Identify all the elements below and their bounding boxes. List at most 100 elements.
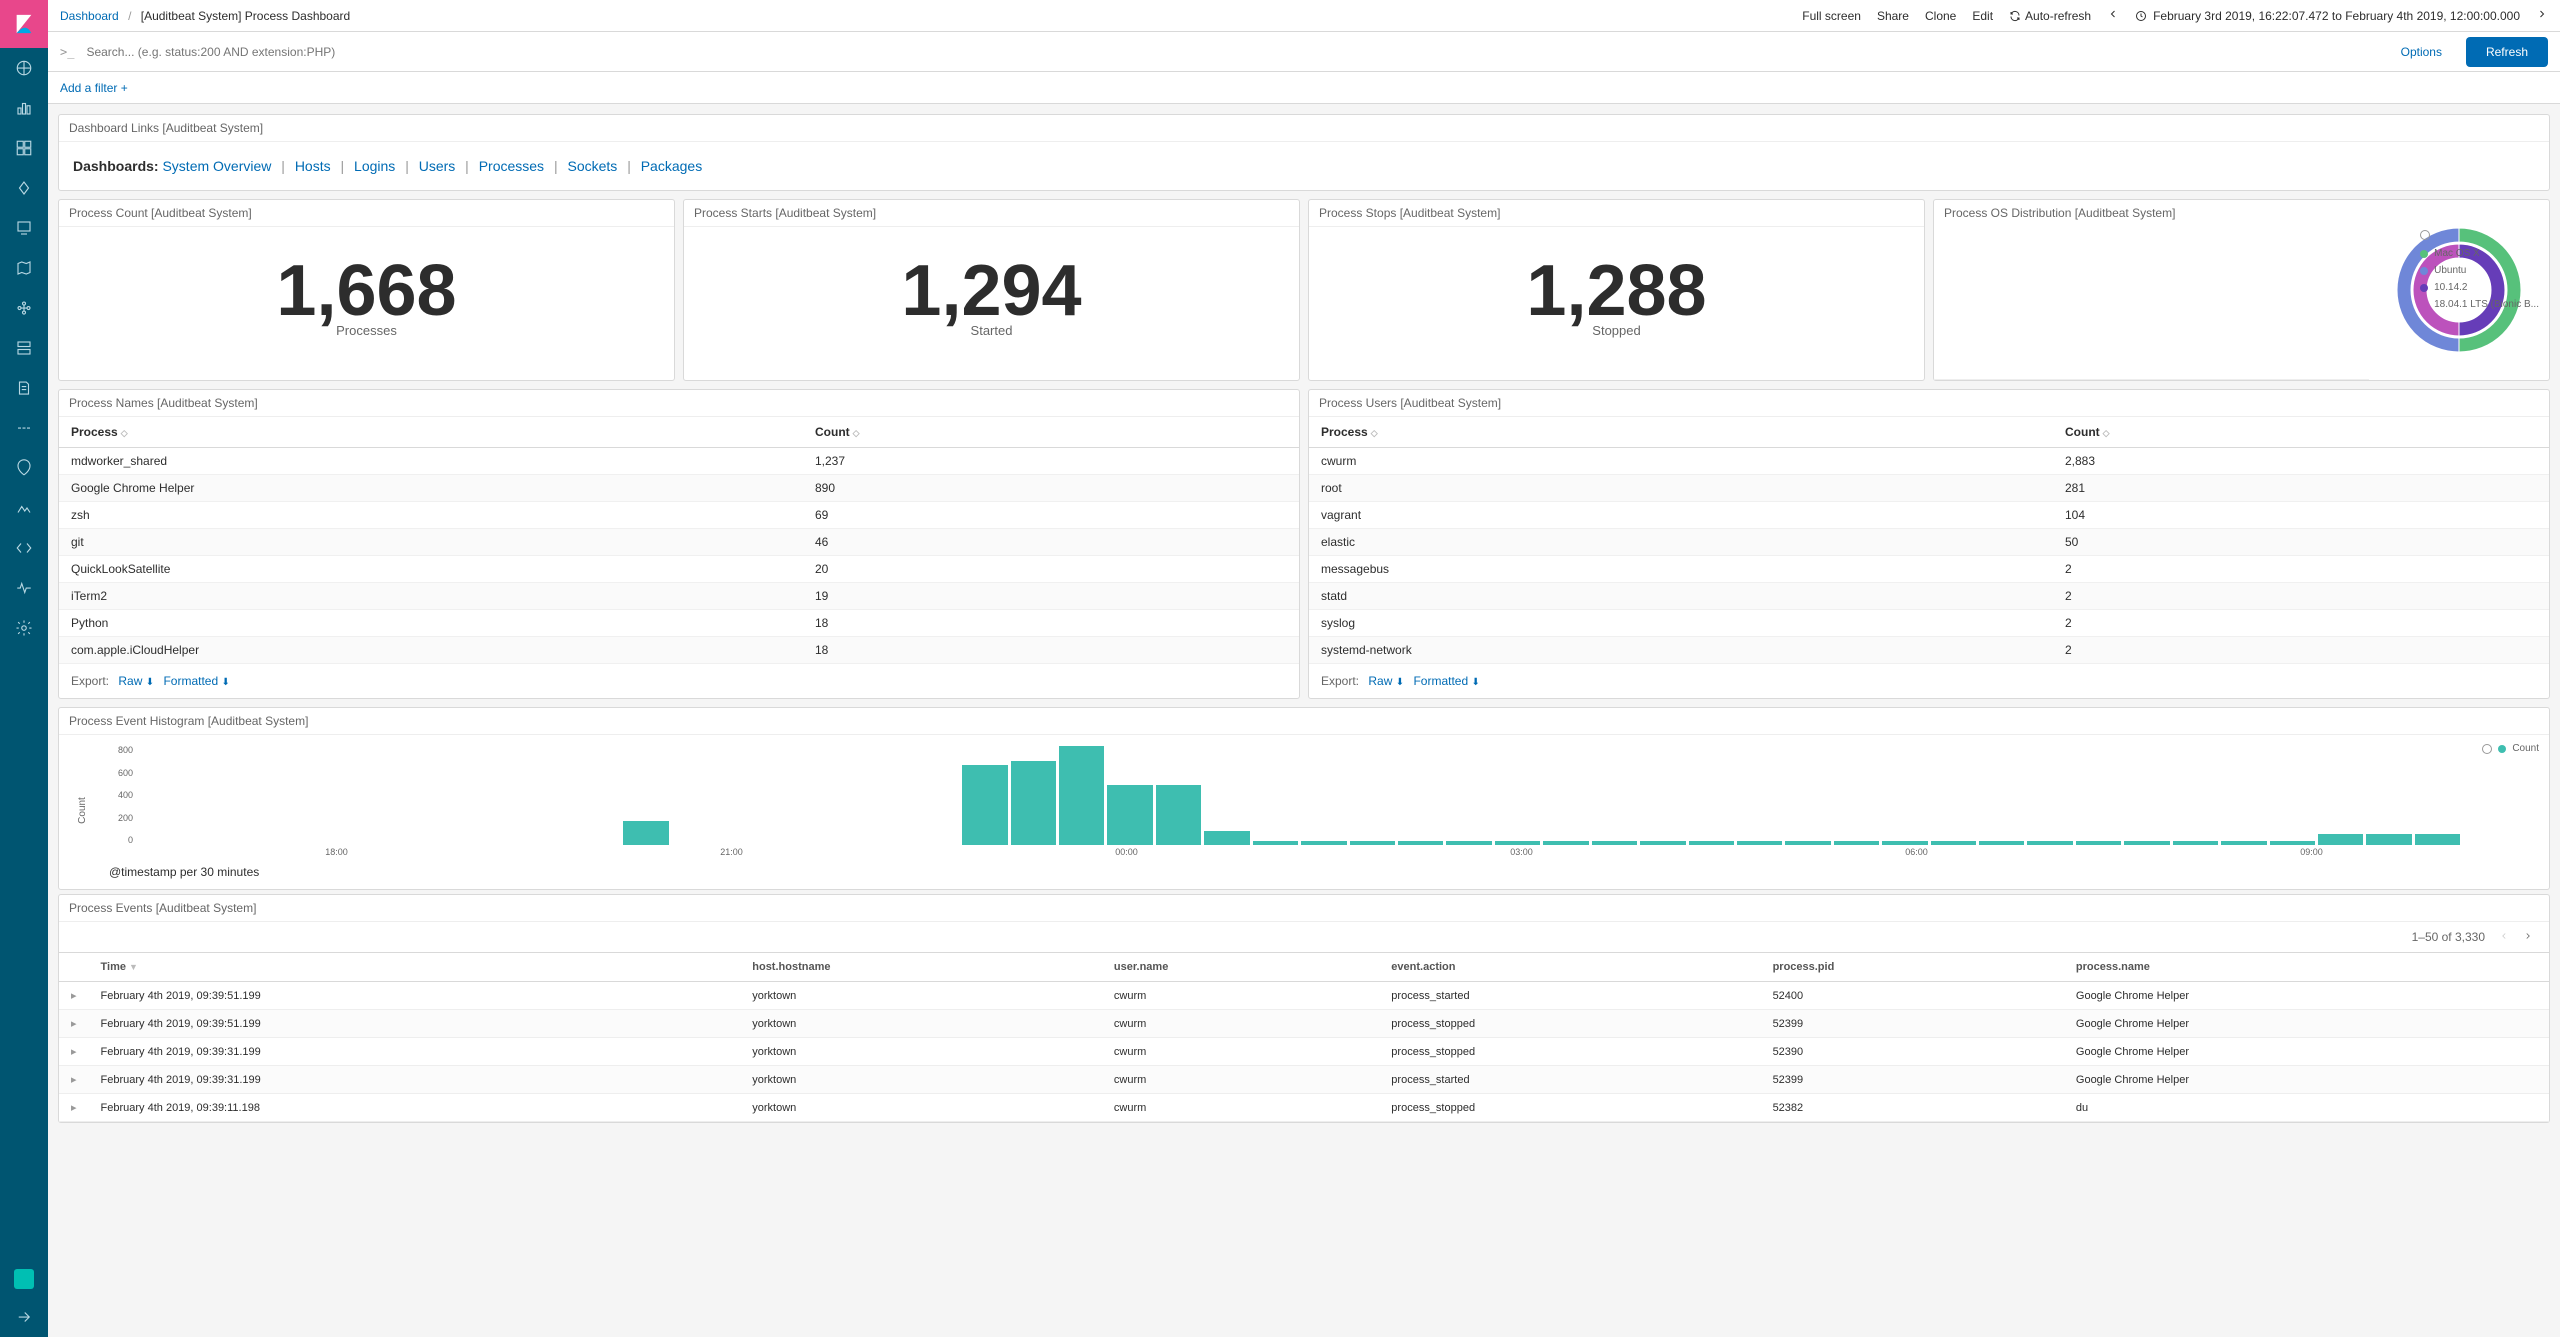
dashboard-link[interactable]: Processes (479, 158, 544, 174)
histogram-bar (1979, 841, 2024, 845)
table-row[interactable]: mdworker_shared1,237 (59, 448, 1299, 475)
options-link[interactable]: Options (2401, 45, 2442, 59)
pager-next-button[interactable] (2523, 930, 2533, 944)
table-row[interactable]: statd2 (1309, 583, 2549, 610)
share-button[interactable]: Share (1877, 9, 1909, 23)
nav-devtools-icon[interactable] (0, 528, 48, 568)
expand-row-icon[interactable]: ▸ (59, 1038, 89, 1066)
dashboards-label: Dashboards: (73, 158, 159, 174)
nav-ml-icon[interactable] (0, 288, 48, 328)
histogram-bar (1107, 785, 1152, 845)
table-row[interactable]: QuickLookSatellite20 (59, 556, 1299, 583)
nav-apm-icon[interactable] (0, 408, 48, 448)
table-row[interactable]: git46 (59, 529, 1299, 556)
column-header[interactable]: Process◇ (1309, 417, 2053, 448)
dashboard-link[interactable]: Hosts (295, 158, 331, 174)
panel-title: Dashboard Links [Auditbeat System] (59, 115, 2549, 142)
export-raw-link[interactable]: Raw ⬇ (118, 674, 154, 688)
column-header[interactable]: process.name (2064, 953, 2549, 982)
table-row[interactable]: ▸February 4th 2019, 09:39:11.198yorktown… (59, 1094, 2549, 1122)
expand-row-icon[interactable]: ▸ (59, 1094, 89, 1122)
dashboard-link[interactable]: Sockets (567, 158, 617, 174)
dashboard-link[interactable]: System Overview (162, 158, 271, 174)
column-header[interactable]: Process◇ (59, 417, 803, 448)
export-formatted-link[interactable]: Formatted ⬇ (1413, 674, 1479, 688)
fullscreen-button[interactable]: Full screen (1802, 9, 1861, 23)
table-row[interactable]: vagrant104 (1309, 502, 2549, 529)
dashboard-link[interactable]: Logins (354, 158, 395, 174)
legend-item[interactable]: 18.04.1 LTS (Bionic B... (2420, 299, 2539, 310)
table-row[interactable]: systemd-network2 (1309, 637, 2549, 664)
nav-collapse-icon[interactable] (0, 1297, 48, 1337)
histogram-bar (2076, 841, 2121, 845)
dashboard-link[interactable]: Packages (641, 158, 702, 174)
table-row[interactable]: ▸February 4th 2019, 09:39:31.199yorktown… (59, 1038, 2549, 1066)
legend-item[interactable]: Mac OS X (2420, 248, 2539, 259)
dashboard-link[interactable]: Users (419, 158, 456, 174)
refresh-button[interactable]: Refresh (2466, 37, 2548, 67)
histogram-bar (1785, 841, 1830, 845)
nav-maps-icon[interactable] (0, 248, 48, 288)
process-names-panel: Process Names [Auditbeat System] Process… (58, 389, 1300, 699)
column-header[interactable]: host.hostname (740, 953, 1102, 982)
nav-monitoring-icon[interactable] (0, 568, 48, 608)
expand-row-icon[interactable]: ▸ (59, 1066, 89, 1094)
table-row[interactable]: zsh69 (59, 502, 1299, 529)
clone-button[interactable]: Clone (1925, 9, 1956, 23)
time-prev-button[interactable] (2107, 8, 2119, 23)
table-row[interactable]: ▸February 4th 2019, 09:39:31.199yorktown… (59, 1066, 2549, 1094)
nav-visualize-icon[interactable] (0, 88, 48, 128)
time-range-picker[interactable]: February 3rd 2019, 16:22:07.472 to Febru… (2135, 9, 2520, 23)
metric-label: Stopped (1319, 323, 1914, 338)
column-header[interactable]: event.action (1379, 953, 1760, 982)
table-row[interactable]: Python18 (59, 610, 1299, 637)
nav-logs-icon[interactable] (0, 368, 48, 408)
column-header[interactable]: Count◇ (803, 417, 1299, 448)
edit-button[interactable]: Edit (1972, 9, 1993, 23)
nav-discover-icon[interactable] (0, 48, 48, 88)
table-row[interactable]: messagebus2 (1309, 556, 2549, 583)
column-header[interactable]: Time▼ (89, 953, 741, 982)
column-header[interactable]: process.pid (1761, 953, 2064, 982)
table-row[interactable]: syslog2 (1309, 610, 2549, 637)
nav-infra-icon[interactable] (0, 328, 48, 368)
panel-title: Process Starts [Auditbeat System] (684, 200, 1299, 227)
table-row[interactable]: com.apple.iCloudHelper18 (59, 637, 1299, 664)
time-next-button[interactable] (2536, 8, 2548, 23)
column-header[interactable]: Count◇ (2053, 417, 2549, 448)
table-row[interactable]: ▸February 4th 2019, 09:39:51.199yorktown… (59, 982, 2549, 1010)
table-row[interactable]: ▸February 4th 2019, 09:39:51.199yorktown… (59, 1010, 2549, 1038)
metric-label: Started (694, 323, 1289, 338)
table-row[interactable]: iTerm219 (59, 583, 1299, 610)
histogram-bar (1301, 841, 1346, 845)
table-row[interactable]: elastic50 (1309, 529, 2549, 556)
legend-item[interactable]: Ubuntu (2420, 265, 2539, 276)
nav-dashboard-icon[interactable] (0, 128, 48, 168)
nav-timelion-icon[interactable] (0, 168, 48, 208)
expand-row-icon[interactable]: ▸ (59, 982, 89, 1010)
autorefresh-button[interactable]: Auto-refresh (2009, 9, 2091, 23)
table-row[interactable]: root281 (1309, 475, 2549, 502)
kibana-logo[interactable] (0, 0, 48, 48)
histogram-bar (2027, 841, 2072, 845)
breadcrumb-root[interactable]: Dashboard (60, 9, 119, 23)
table-row[interactable]: cwurm2,883 (1309, 448, 2549, 475)
add-filter-link[interactable]: Add a filter + (60, 81, 128, 95)
table-row[interactable]: Google Chrome Helper890 (59, 475, 1299, 502)
export-raw-link[interactable]: Raw ⬇ (1368, 674, 1404, 688)
pager-prev-button[interactable] (2499, 930, 2509, 944)
nav-bottom-badge[interactable] (14, 1269, 34, 1289)
export-formatted-link[interactable]: Formatted ⬇ (163, 674, 229, 688)
dashboard-links-panel: Dashboard Links [Auditbeat System] Dashb… (58, 114, 2550, 191)
os-distribution-panel: Process OS Distribution [Auditbeat Syste… (1933, 199, 2550, 381)
expand-row-icon[interactable]: ▸ (59, 1010, 89, 1038)
nav-uptime-icon[interactable] (0, 448, 48, 488)
search-input[interactable] (86, 45, 2388, 59)
legend-item[interactable]: 10.14.2 (2420, 282, 2539, 293)
panel-title: Process Events [Auditbeat System] (59, 895, 2549, 922)
legend-toggle-icon[interactable] (2420, 230, 2430, 240)
nav-management-icon[interactable] (0, 608, 48, 648)
nav-siem-icon[interactable] (0, 488, 48, 528)
nav-canvas-icon[interactable] (0, 208, 48, 248)
column-header[interactable]: user.name (1102, 953, 1379, 982)
